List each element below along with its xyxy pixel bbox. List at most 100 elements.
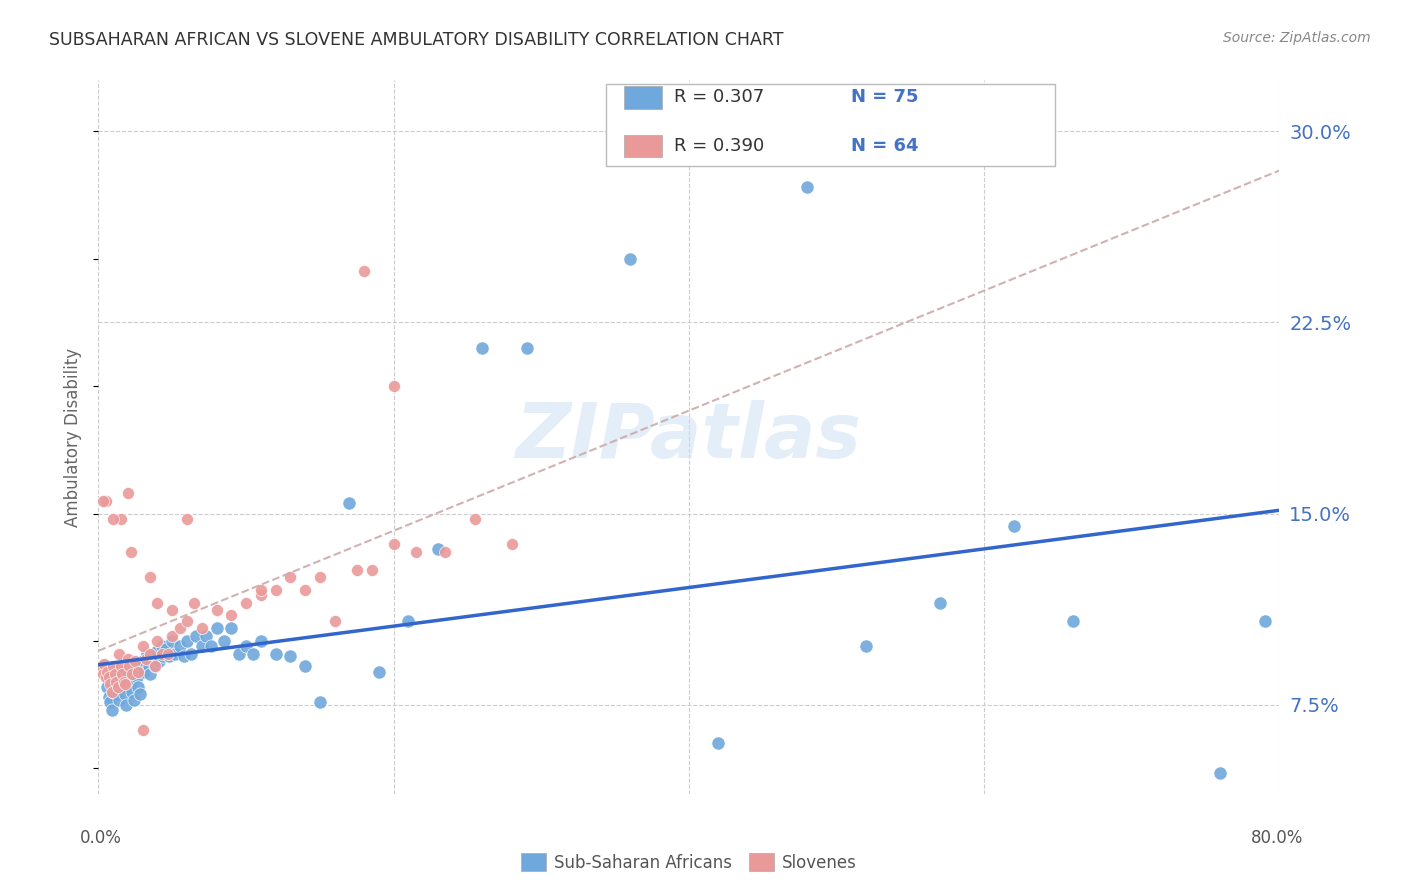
- Point: [132, 639, 155, 653]
- Point: [120, 545, 142, 559]
- Point: [146, 644, 169, 658]
- Point: [250, 588, 273, 602]
- Point: [108, 692, 131, 706]
- Point: [1209, 766, 1232, 780]
- Text: R = 0.390: R = 0.390: [673, 137, 763, 155]
- Point: [501, 537, 523, 551]
- Point: [173, 649, 195, 664]
- Text: N = 75: N = 75: [851, 88, 918, 106]
- Point: [127, 680, 149, 694]
- Point: [98, 677, 121, 691]
- Point: [242, 647, 264, 661]
- Point: [176, 634, 198, 648]
- Point: [180, 647, 202, 661]
- Point: [107, 680, 129, 694]
- Text: R = 0.307: R = 0.307: [673, 88, 763, 106]
- Point: [382, 537, 405, 551]
- Point: [212, 634, 235, 648]
- Point: [515, 341, 537, 355]
- Point: [195, 629, 218, 643]
- Point: [250, 582, 273, 597]
- Point: [619, 252, 641, 266]
- Point: [94, 670, 117, 684]
- Point: [162, 629, 183, 643]
- Point: [434, 545, 457, 559]
- Point: [96, 665, 118, 679]
- Text: N = 64: N = 64: [851, 137, 918, 155]
- Point: [110, 659, 132, 673]
- Point: [184, 629, 207, 643]
- Point: [142, 652, 165, 666]
- Point: [125, 670, 148, 684]
- Point: [148, 654, 170, 668]
- Point: [100, 685, 122, 699]
- Point: [114, 677, 136, 691]
- Point: [118, 672, 141, 686]
- Point: [103, 659, 125, 673]
- Point: [112, 674, 135, 689]
- Point: [309, 570, 332, 584]
- Point: [112, 680, 135, 694]
- Point: [93, 657, 115, 671]
- Point: [855, 639, 877, 653]
- Point: [139, 647, 162, 661]
- Point: [157, 649, 180, 664]
- Point: [346, 563, 368, 577]
- Point: [96, 680, 118, 694]
- Point: [156, 647, 179, 661]
- Point: [382, 379, 405, 393]
- Point: [143, 659, 166, 673]
- Point: [117, 486, 139, 500]
- Point: [110, 665, 132, 679]
- Point: [120, 677, 142, 691]
- Point: [146, 634, 169, 648]
- Point: [309, 695, 332, 709]
- Point: [105, 674, 128, 689]
- Point: [122, 692, 145, 706]
- Point: [104, 667, 127, 681]
- Point: [155, 641, 177, 656]
- Point: [219, 621, 242, 635]
- Point: [104, 672, 127, 686]
- Point: [1254, 614, 1277, 628]
- Point: [111, 674, 134, 689]
- Point: [205, 603, 228, 617]
- Point: [97, 690, 120, 704]
- Point: [219, 608, 242, 623]
- Text: SUBSAHARAN AFRICAN VS SLOVENE AMBULATORY DISABILITY CORRELATION CHART: SUBSAHARAN AFRICAN VS SLOVENE AMBULATORY…: [49, 31, 783, 49]
- Point: [135, 652, 157, 666]
- Text: 80.0%: 80.0%: [1250, 829, 1303, 847]
- Point: [169, 639, 191, 653]
- Point: [235, 596, 257, 610]
- Point: [176, 511, 198, 525]
- Point: [250, 634, 273, 648]
- Point: [228, 647, 250, 661]
- Point: [176, 614, 198, 628]
- Point: [183, 596, 205, 610]
- Point: [360, 563, 382, 577]
- Point: [146, 596, 169, 610]
- Point: [169, 621, 191, 635]
- Text: ZIPatlas: ZIPatlas: [516, 401, 862, 474]
- Point: [139, 667, 162, 681]
- Point: [105, 677, 128, 691]
- Point: [150, 639, 173, 653]
- Point: [278, 570, 302, 584]
- Point: [128, 688, 150, 702]
- Point: [200, 639, 222, 653]
- Bar: [624, 86, 662, 109]
- Text: 0.0%: 0.0%: [80, 829, 122, 847]
- Point: [427, 542, 450, 557]
- Point: [796, 180, 818, 194]
- Point: [114, 688, 136, 702]
- Point: [264, 647, 287, 661]
- Point: [124, 654, 146, 668]
- Point: [118, 659, 141, 673]
- Bar: [606, 84, 1054, 166]
- Point: [264, 582, 287, 597]
- Point: [323, 614, 346, 628]
- Point: [117, 665, 139, 679]
- Point: [103, 511, 125, 525]
- Point: [405, 545, 427, 559]
- Point: [115, 698, 138, 712]
